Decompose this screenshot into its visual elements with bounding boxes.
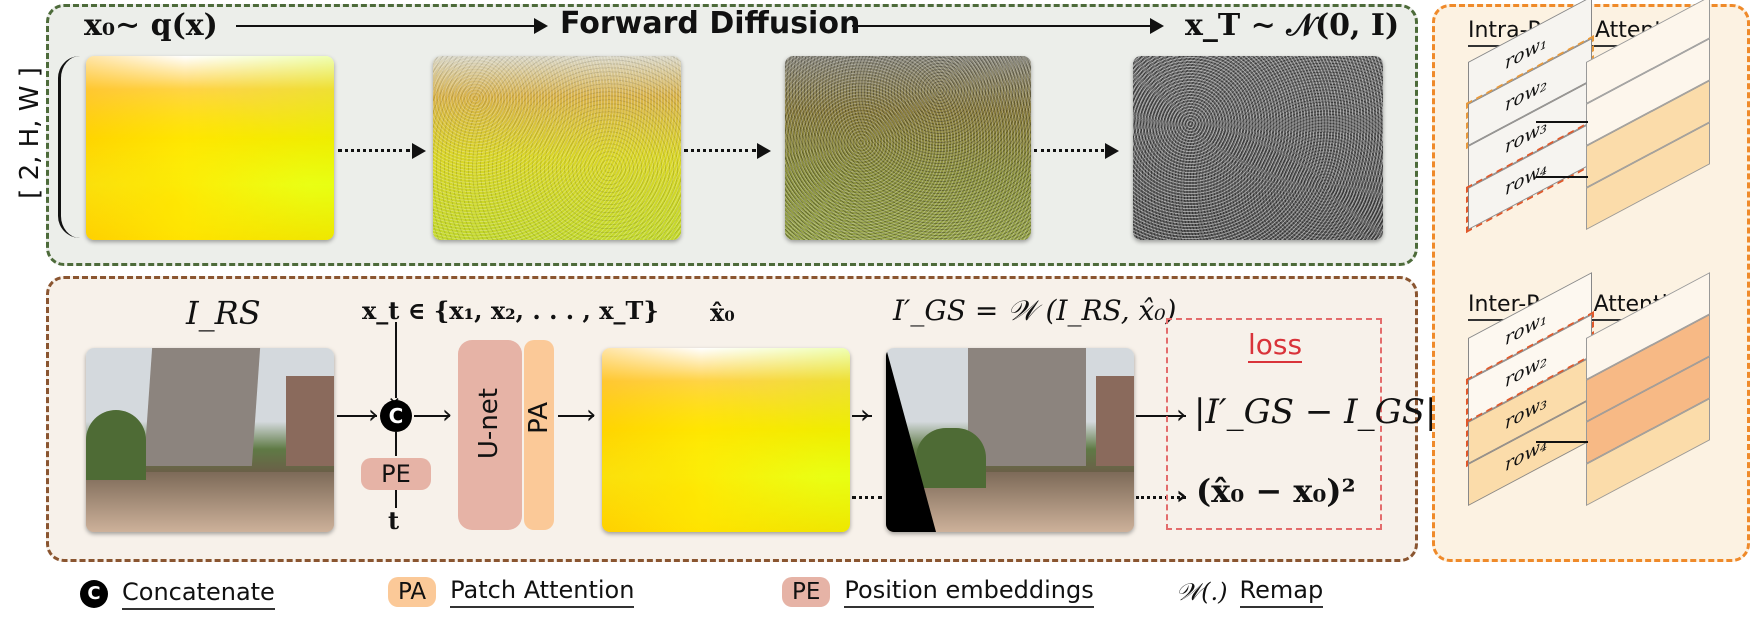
attention-arrow: [1536, 441, 1588, 443]
remap-equation-label: I′_GS = 𝒲 (I_RS, x̂₀): [893, 294, 1177, 327]
arrow-right-icon: [757, 143, 771, 159]
remap-symbol: 𝒲(.): [1176, 578, 1228, 606]
concatenate-icon: C: [80, 580, 108, 608]
timestep-label: t: [388, 506, 400, 535]
pe-swatch: PE: [782, 577, 831, 607]
attention-arrow: [1536, 121, 1588, 123]
flow-loss-term: (x̂₀ − x₀)²: [1196, 472, 1356, 510]
position-embedding-block: PE: [361, 458, 431, 490]
patch-attention-block: PA: [524, 340, 554, 530]
arrow-right-icon: ›: [586, 400, 597, 430]
flow-noise-xT-image: [1133, 56, 1383, 240]
dims-label: [ 2, H, W ]: [15, 67, 45, 199]
legend-concatenate: C Concatenate: [80, 578, 275, 610]
arrow-line: [236, 25, 536, 27]
forward-diffusion-title: Forward Diffusion: [560, 6, 861, 41]
unet-block: U-net: [458, 340, 522, 530]
arrow-down-line: [395, 322, 397, 398]
xt-set-label: x_t ∈ {x₁, x₂, . . . , x_T}: [362, 296, 659, 325]
xhat0-label: x̂₀: [710, 298, 735, 327]
loss-box: [1166, 318, 1382, 530]
arrow-right-icon: ›: [368, 400, 379, 430]
arrow-line: [1136, 415, 1186, 417]
loss-title: loss: [1248, 328, 1303, 363]
legend-label: Concatenate: [122, 578, 275, 610]
arrow-line: [852, 415, 872, 417]
arrow-line: [337, 415, 377, 417]
dotted-line: [852, 496, 882, 499]
arrow-right-icon: ›: [442, 400, 453, 430]
unet-label: U-net: [474, 388, 504, 460]
legend-remap: 𝒲(.) Remap: [1176, 576, 1324, 608]
pa-label: PA: [524, 402, 554, 434]
flow-noisy-1-image: [433, 56, 681, 240]
dotted-arrow-line: [684, 149, 756, 152]
arrow-line: [558, 415, 594, 417]
arrow-right-icon: [534, 18, 548, 34]
arrow-right-icon: [1105, 143, 1119, 159]
arrow-line: [414, 415, 450, 417]
legend-label: Position embeddings: [844, 576, 1094, 608]
rolling-shutter-input-image: [86, 348, 334, 532]
photometric-loss-term: |I′_GS − I_GS|: [1194, 392, 1437, 432]
legend-label: Remap: [1239, 576, 1324, 608]
arrow-right-icon: [412, 143, 426, 159]
concatenate-icon: C: [380, 400, 412, 432]
flow-noisy-2-image: [785, 56, 1031, 240]
legend-position-embeddings: PE Position embeddings: [782, 576, 1094, 608]
arrow-up-line: [395, 432, 397, 456]
attention-arrow: [1536, 176, 1588, 178]
dotted-arrow-line: [338, 149, 410, 152]
dotted-arrow-line: [1034, 149, 1104, 152]
arrow-line: [852, 25, 1152, 27]
predicted-flow-image: [602, 348, 850, 532]
legend-label: Patch Attention: [450, 576, 635, 608]
x0-distribution-label: x₀∼ q(x): [84, 8, 218, 43]
arrow-right-icon: [1150, 18, 1164, 34]
xT-distribution-label: x_T ∼ 𝒩(0, I): [1185, 8, 1400, 43]
arrow-right-icon: ›: [1176, 400, 1187, 430]
dotted-line: [1136, 496, 1186, 499]
legend-patch-attention: PA Patch Attention: [388, 576, 635, 608]
arrow-right-icon: ›: [1176, 481, 1187, 511]
brace-icon: [58, 56, 83, 238]
t-connector-line: [395, 490, 397, 508]
input-image-label: I_RS: [186, 294, 261, 332]
remapped-gs-image: [886, 348, 1134, 532]
arrow-right-icon: ›: [860, 400, 871, 430]
flow-x0-image: [86, 56, 334, 240]
pa-swatch: PA: [388, 577, 437, 607]
